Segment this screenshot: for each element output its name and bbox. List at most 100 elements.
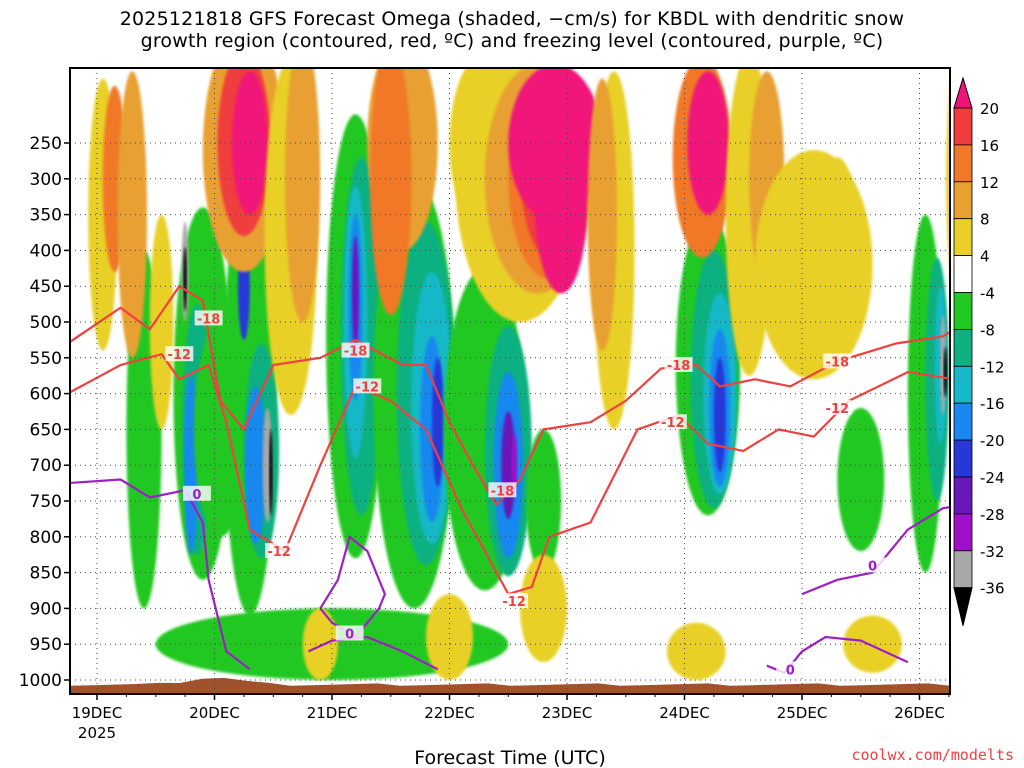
contour-label: 0 [345,628,354,643]
colorbar-bin [953,476,973,515]
contour-label-bg [500,593,529,609]
contour-label-bg [165,346,194,362]
colorbar-top-arrow [953,76,973,109]
colorbar-label: -16 [980,395,1005,413]
terrain-surface [70,677,950,694]
contour-label-bg [265,543,294,559]
colorbar-label: 4 [980,248,990,266]
x-tick-label: 20DEC [189,704,240,722]
colorbar-bin [953,328,973,367]
contour-label: -12 [267,545,291,560]
y-tick-label: 350 [30,206,62,226]
colorbar-label: 12 [980,174,999,192]
omega-shading-patch [370,68,412,315]
contour-zero-e [801,506,950,596]
omega-shading-patch [816,157,858,315]
contour-label: -12 [826,402,850,417]
colorbar-label: -28 [980,506,1005,524]
contour-label-bg [182,485,211,501]
contour-label-bg [823,399,852,415]
y-tick-label: 600 [30,385,62,405]
contour-minus18 [70,284,950,507]
omega-shading-patch [183,246,187,312]
omega-shading-patch [232,71,268,215]
gridlines [70,68,950,694]
y-tick-label: 750 [30,492,62,512]
omega-shading-patch [687,71,729,215]
y-tick-label: 850 [30,564,62,584]
contour-minus12 [70,352,950,596]
x-tick-label: 23DEC [542,704,593,722]
omega-shading-patch [149,214,174,430]
colorbar-bin [953,181,973,220]
contour-label: 0 [192,488,201,503]
colorbar-bin [953,144,973,183]
omega-shading-patch [426,594,473,680]
contour-label: 0 [786,663,795,678]
omega-shading-patch [713,357,726,473]
y-tick-label: 400 [30,241,62,261]
x-tick-label: 19DEC [72,704,123,722]
contour-label-bg [335,625,364,641]
omega-shading-patch [520,554,567,663]
contour-label: -12 [661,416,685,431]
omega-shading [88,68,950,681]
y-tick-label: 450 [30,277,62,297]
contour-label: -18 [826,355,850,370]
colorbar-label: 20 [980,100,999,118]
colorbar-label: 8 [980,211,990,229]
contour-label-bg [658,414,687,430]
colorbar-label: -32 [980,543,1005,561]
y-tick-label: 900 [30,599,62,619]
omega-shading-patch [511,433,517,498]
colorbar-bin [953,218,973,256]
contour-label: -18 [491,484,515,499]
contour-label: 0 [868,559,877,574]
contour-label-bg [858,557,887,573]
colorbar-label: -12 [980,358,1005,376]
contour-label-bg [776,661,805,677]
contour-label: -12 [168,348,192,363]
contour-label-bg [488,482,517,498]
colorbar-label: -20 [980,432,1005,450]
x-axis: 19DEC 20DEC 21DEC 22DEC 23DEC 24DEC 25DEC 26DEC… [72,694,950,742]
omega-shading-patch [117,71,147,358]
contour-label-bg [341,342,370,358]
y-tick-label: 500 [30,313,62,333]
colorbar-bin [953,255,973,293]
x-tick-label: 22DEC [424,704,475,722]
y-axis: 250 300 350 400 450 500 550 600 650 700 750 800 850 9… [19,134,70,691]
colorbar-bin [953,402,973,441]
contour-label: -12 [356,380,380,395]
contour-label: -18 [667,359,691,374]
x-axis-title: Forecast Time (UTC) [414,747,605,768]
y-tick-label: 250 [30,134,62,154]
contour-zero-b [308,635,439,671]
omega-shading-patch [666,622,726,681]
omega-shading-patch [352,236,359,351]
terrain-layer [70,677,950,694]
colorbar-bin [953,107,973,146]
contour-labels: -18 -12 -12 -18 -12 -18 -12 -18 -12 -18 -12 0 0 0 0 [165,310,887,678]
x-tick-label: 25DEC [777,704,828,722]
omega-shading-patch [837,407,885,552]
colorbar-bin [953,439,973,478]
omega-shading-patch [843,615,902,673]
contour-label: -18 [344,345,368,360]
plot-frame [69,67,951,695]
contour-label: -12 [502,595,526,610]
colorbar-bin [953,365,973,404]
y-tick-label: 950 [30,635,62,655]
source-credit: coolwx.com/modelts [851,746,1014,764]
omega-shading-patch [285,68,321,322]
x-tick-label: 24DEC [659,704,710,722]
x-tick-label: 21DEC [307,704,358,722]
omega-shading-patch [269,429,273,516]
contour-zero-a [70,478,251,671]
colorbar-bottom-arrow [953,587,973,626]
y-tick-label: 800 [30,528,62,548]
contour-label-bg [664,357,693,372]
colorbar-label: -24 [980,469,1005,487]
colorbar-label: -8 [980,321,995,339]
